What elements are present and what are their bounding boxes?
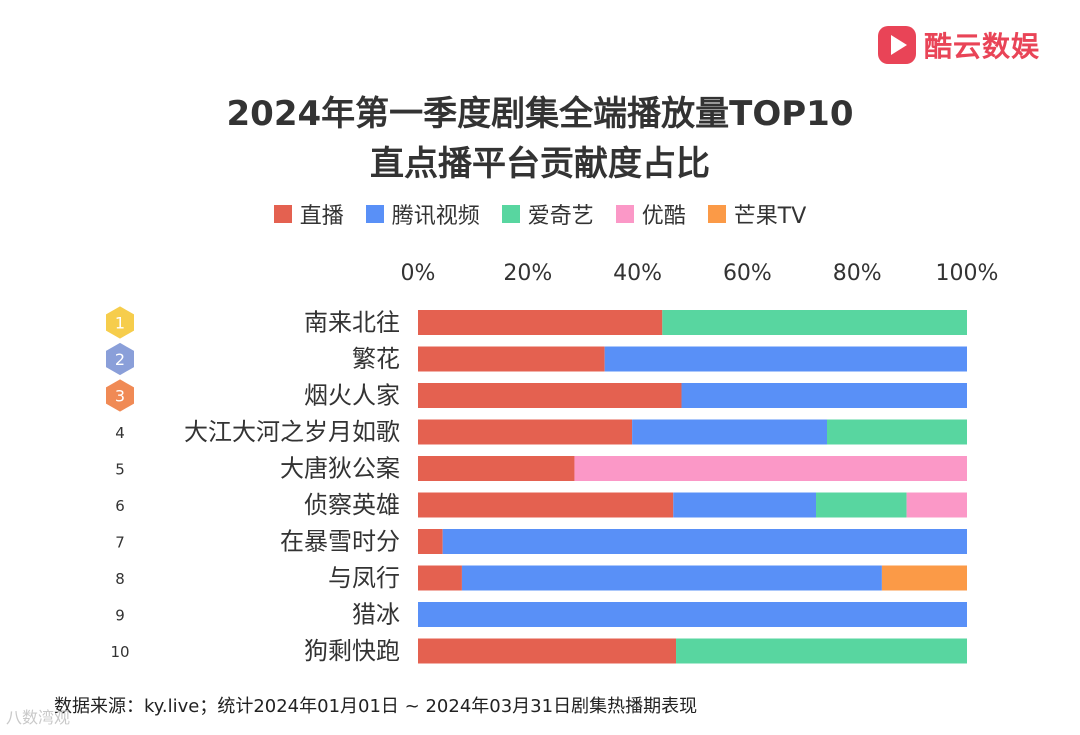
x-tick-label-0: 0% (401, 261, 436, 286)
bar-1-0 (418, 346, 605, 372)
play-logo-icon (878, 26, 916, 64)
legend-swatch-2 (501, 205, 520, 223)
bar-9-0 (418, 638, 677, 664)
category-label-0: 南来北往 (304, 309, 400, 337)
bar-5-3 (906, 492, 967, 518)
rank-label-10: 10 (110, 643, 129, 661)
bar-3-2 (827, 419, 967, 445)
legend-label-2: 爱奇艺 (527, 204, 594, 229)
bar-7-4 (881, 565, 967, 591)
category-label-9: 狗剩快跑 (304, 637, 400, 665)
bar-9-2 (676, 638, 967, 664)
watermark: 八数湾观 (6, 708, 71, 727)
legend-item-3: 优酷 (615, 198, 686, 230)
bar-5-0 (418, 492, 674, 518)
legend-item-0: 直播 (273, 198, 344, 230)
chart-title-line2: 直点播平台贡献度占比 (370, 144, 710, 184)
bar-6-1 (442, 529, 967, 554)
bar-3-1 (632, 419, 827, 445)
rank-label-4: 4 (115, 424, 125, 442)
x-tick-label-5: 100% (936, 261, 999, 286)
x-tick-label-4: 80% (833, 261, 882, 286)
rank-label-3: 3 (115, 387, 125, 406)
x-tick-label-3: 60% (723, 261, 772, 286)
legend-swatch-3 (615, 205, 634, 223)
category-label-4: 大唐狄公案 (280, 455, 400, 483)
brand-name: 酷云数娱 (924, 30, 1041, 63)
rank-badge-2 (106, 342, 134, 376)
rank-badge-1 (106, 306, 134, 339)
legend-item-2: 爱奇艺 (501, 198, 594, 230)
brand-logo: 酷云数娱 (878, 24, 1040, 66)
legend-label-1: 腾讯视频 (391, 204, 480, 229)
category-label-2: 烟火人家 (304, 382, 400, 410)
bar-2-0 (418, 383, 682, 408)
rank-label-7: 7 (115, 534, 125, 552)
legend-label-3: 优酷 (641, 204, 686, 229)
rank-badge-3 (106, 379, 134, 412)
data-source-note: 数据来源：ky.live；统计2024年01月01日 ~ 2024年03月31日… (54, 696, 698, 717)
rank-label-1: 1 (115, 314, 125, 333)
category-label-6: 在暴雪时分 (280, 528, 400, 556)
bar-7-0 (418, 565, 462, 591)
legend-swatch-4 (707, 205, 726, 223)
bar-0-0 (418, 310, 663, 335)
category-label-7: 与凤行 (328, 564, 400, 592)
x-tick-label-1: 20% (503, 261, 552, 286)
bar-4-0 (418, 456, 575, 481)
bar-2-1 (681, 383, 967, 408)
legend-item-1: 腾讯视频 (365, 198, 480, 230)
legend-swatch-1 (365, 205, 384, 223)
category-label-5: 侦察英雄 (304, 491, 400, 519)
rank-label-6: 6 (115, 497, 125, 515)
bar-6-0 (418, 529, 443, 554)
bar-7-1 (461, 565, 882, 591)
rank-label-2: 2 (115, 350, 125, 369)
category-label-8: 猎冰 (352, 601, 400, 629)
legend-label-0: 直播 (299, 204, 344, 229)
bar-4-3 (574, 456, 967, 481)
bar-5-2 (816, 492, 907, 518)
category-label-3: 大江大河之岁月如歌 (184, 418, 400, 446)
category-label-1: 繁花 (352, 345, 400, 373)
bar-1-1 (604, 346, 967, 372)
rank-label-9: 9 (115, 607, 125, 625)
chart-title-line1: 2024年第一季度剧集全端播放量TOP10 (226, 94, 854, 134)
rank-label-8: 8 (115, 570, 125, 588)
bar-3-0 (418, 419, 633, 445)
legend-item-4: 芒果TV (707, 198, 807, 230)
chart-legend: 直播 腾讯视频 爱奇艺 优酷 芒果TV (0, 198, 1080, 230)
x-tick-label-2: 40% (613, 261, 662, 286)
bar-8-1 (418, 602, 967, 627)
legend-swatch-0 (273, 205, 292, 223)
rank-label-5: 5 (115, 461, 125, 479)
bar-0-2 (662, 310, 967, 335)
legend-label-4: 芒果TV (733, 204, 807, 229)
bar-5-1 (673, 492, 817, 518)
